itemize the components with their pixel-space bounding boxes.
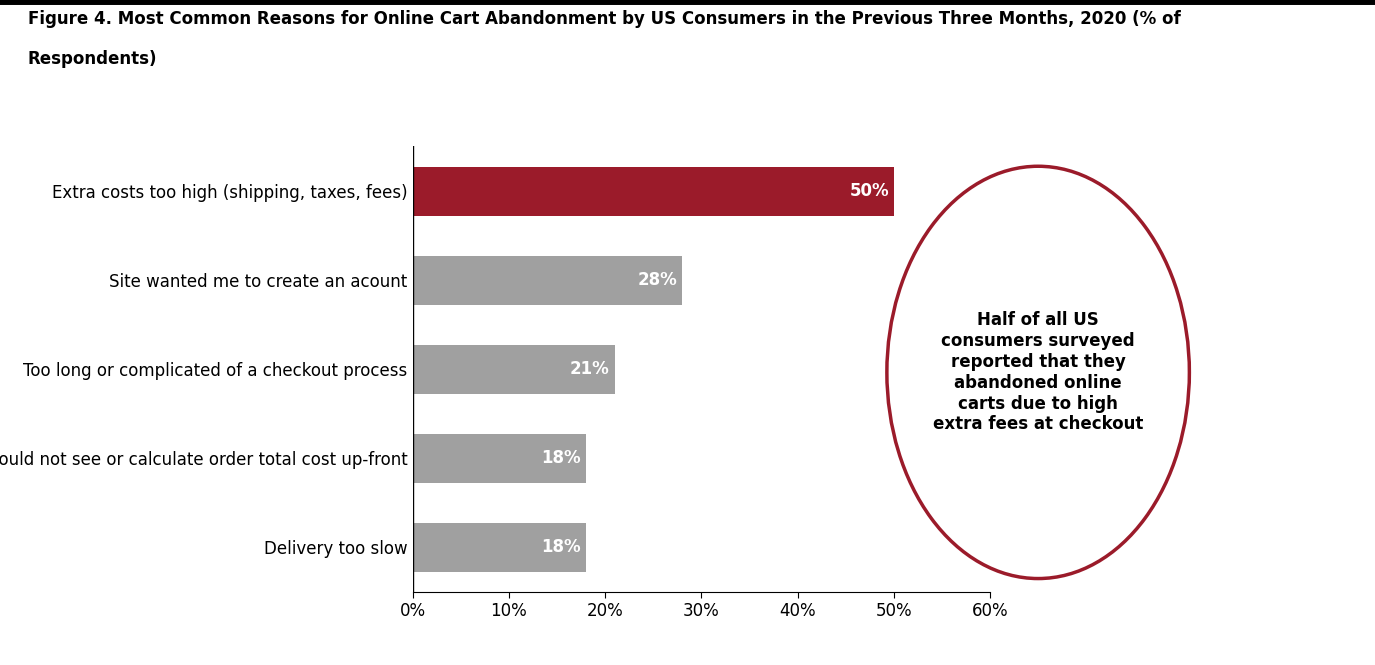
Text: 28%: 28% — [638, 271, 676, 289]
Text: Figure 4. Most Common Reasons for Online Cart Abandonment by US Consumers in the: Figure 4. Most Common Reasons for Online… — [28, 10, 1180, 28]
Bar — [412, 523, 586, 572]
Text: Half of all US
consumers surveyed
reported that they
abandoned online
carts due : Half of all US consumers surveyed report… — [932, 311, 1143, 434]
Bar — [412, 255, 682, 305]
Text: 50%: 50% — [850, 182, 888, 200]
Text: 18%: 18% — [542, 449, 580, 467]
Text: 18%: 18% — [542, 538, 580, 556]
Text: Respondents): Respondents) — [28, 50, 157, 68]
Bar — [412, 344, 615, 394]
Bar — [412, 166, 894, 215]
Text: 21%: 21% — [571, 360, 609, 378]
Bar — [412, 434, 586, 483]
